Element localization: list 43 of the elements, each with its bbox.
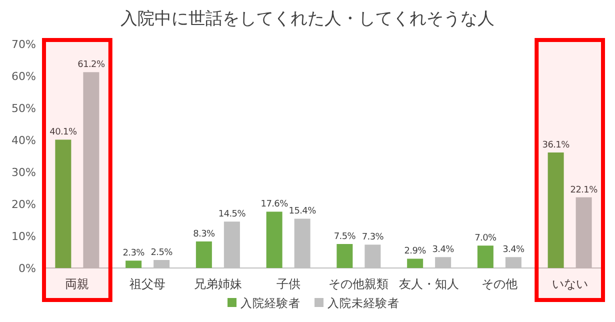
x-tick-label: 兄弟姉妹 [194,277,242,291]
bar [266,212,282,268]
legend-label: 入院経験者 [240,296,300,310]
bar [55,140,72,268]
data-label: 7.5% [334,232,356,242]
data-label: 8.3% [193,229,215,240]
data-label: 2.5% [150,248,172,258]
data-label: 14.5% [218,210,246,220]
data-label: 17.6% [260,200,288,210]
chart-title: 入院中に世話をしてくれた人・してくれそうな人 [120,9,494,29]
legend-label: 入院未経験者 [328,296,400,310]
x-tick-label: 祖父母 [130,277,166,291]
data-label: 36.1% [542,140,570,150]
y-tick-label: 60% [12,70,36,83]
y-tick-label: 0% [18,262,36,275]
x-tick-label: 友人・知人 [399,277,460,291]
data-label: 2.9% [404,246,426,257]
x-tick-label: 両親 [65,277,90,291]
data-label: 7.0% [474,234,496,244]
data-label: 22.1% [570,185,598,196]
y-tick-label: 50% [12,102,36,115]
x-tick-label: 子供 [276,277,300,291]
x-tick-label: その他 [481,277,518,291]
x-tick-label: いない [552,277,588,291]
data-label: 3.4% [502,245,524,256]
y-tick-label: 10% [12,230,36,243]
y-tick-label: 20% [12,198,36,211]
bar [548,152,564,268]
y-tick-label: 70% [12,38,36,51]
bar [336,244,353,268]
bar [477,246,494,268]
bar [407,258,424,268]
data-label: 2.3% [122,248,144,259]
y-tick-label: 40% [12,134,36,147]
bar [196,241,212,268]
data-label: 61.2% [78,60,105,70]
y-tick-label: 30% [12,166,36,179]
data-label: 3.4% [432,245,454,256]
data-label: 40.1% [50,128,77,138]
data-label: 7.3% [362,232,384,243]
x-tick-label: その他親類 [328,277,389,291]
bar [126,260,142,268]
data-label: 15.4% [288,206,316,217]
